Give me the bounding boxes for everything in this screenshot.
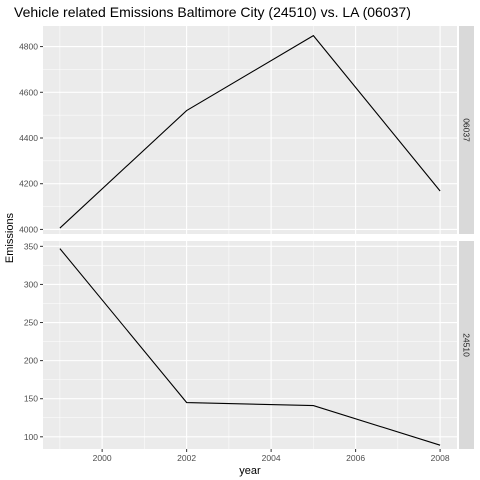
facet-strip xyxy=(459,241,474,449)
y-tick-label: 350 xyxy=(24,241,38,251)
x-tick-label: 2008 xyxy=(431,453,450,463)
x-tick-label: 2004 xyxy=(262,453,281,463)
x-tick-label: 2006 xyxy=(346,453,365,463)
series-line-24510 xyxy=(59,248,441,446)
y-tick-label: 300 xyxy=(24,279,38,289)
y-tick-label: 4200 xyxy=(19,179,38,189)
panel-background xyxy=(43,26,457,234)
panel-06037: 4000 4200 4400 4600 4800 06037 xyxy=(19,26,474,234)
x-tick-label: 2000 xyxy=(93,453,112,463)
y-tick-label: 100 xyxy=(24,432,38,442)
chart-title: Vehicle related Emissions Baltimore City… xyxy=(14,4,411,20)
series-line-06037 xyxy=(59,34,441,229)
y-tick-label: 4000 xyxy=(19,224,38,234)
y-tick-label: 4400 xyxy=(19,133,38,143)
y-tick-label: 200 xyxy=(24,356,38,366)
facet-panels: 4000 4200 4400 4600 4800 06037 100 150 200 250 300… xyxy=(19,26,474,449)
y-tick-label: 4800 xyxy=(19,42,38,52)
facet-strip-label: 24510 xyxy=(462,333,472,357)
facet-strip xyxy=(459,26,474,234)
x-axis-title: year xyxy=(239,465,261,477)
x-tick-label: 2002 xyxy=(177,453,196,463)
y-tick-label: 250 xyxy=(24,318,38,328)
x-axis: 2000 2002 2004 2006 2008 xyxy=(93,449,450,463)
panel-background xyxy=(43,241,457,449)
facet-strip-label: 06037 xyxy=(462,118,472,142)
y-axis-title: Emissions xyxy=(4,212,16,263)
panel-24510: 100 150 200 250 300 350 24510 xyxy=(24,241,474,449)
y-tick-label: 4600 xyxy=(19,87,38,97)
y-tick-label: 150 xyxy=(24,394,38,404)
